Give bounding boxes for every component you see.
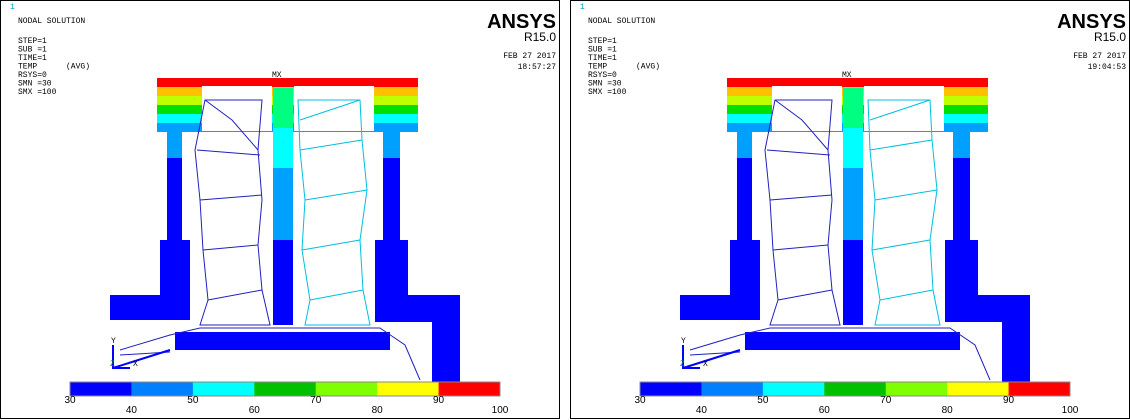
legend-label: 30 (64, 395, 76, 406)
column (843, 88, 863, 128)
legend-label: 50 (187, 395, 199, 406)
frame-number: 1 (10, 3, 15, 12)
plot-title: NODAL SOLUTION (588, 17, 655, 26)
legend-band (377, 382, 439, 396)
solid (383, 130, 400, 158)
legend-label: 50 (757, 395, 769, 406)
date: FEB 27 2017 (503, 52, 556, 61)
column (273, 128, 293, 168)
legend-label: 60 (249, 405, 261, 416)
legend-band (439, 382, 501, 396)
legend-label: 70 (880, 395, 892, 406)
legend-label: 100 (492, 405, 509, 416)
legend-label: 40 (696, 405, 708, 416)
legend-label: 90 (1003, 395, 1015, 406)
legend-band (886, 382, 948, 396)
legend-band (947, 382, 1009, 396)
info-line: SMX =100 (588, 88, 627, 97)
version: R15.0 (1094, 30, 1126, 44)
legend-band (824, 382, 886, 396)
column (273, 168, 293, 240)
cap-band (727, 78, 988, 87)
axis-label: Z (680, 360, 685, 369)
version: R15.0 (524, 30, 556, 44)
cap-band (157, 78, 418, 87)
solid (167, 130, 182, 158)
plate (175, 332, 390, 350)
plot-title: NODAL SOLUTION (18, 17, 85, 26)
clock: 19:04:53 (1088, 63, 1127, 72)
legend-band (640, 382, 702, 396)
solid (737, 130, 752, 158)
column (273, 88, 293, 128)
axis-label: Z (110, 360, 115, 369)
legend-label: 80 (942, 405, 954, 416)
legend-band (1009, 382, 1071, 396)
axis-label: X (133, 360, 138, 369)
legend-label: 80 (372, 405, 384, 416)
legend-label: 30 (634, 395, 646, 406)
legend-label: 40 (126, 405, 138, 416)
legend-label: 90 (433, 395, 445, 406)
legend-band (131, 382, 193, 396)
legend-label: 70 (310, 395, 322, 406)
frame-number: 1 (580, 3, 585, 12)
column (273, 240, 293, 325)
legend-band (70, 382, 132, 396)
clock: 18:57:27 (518, 63, 557, 72)
legend-band (763, 382, 825, 396)
plate (745, 332, 960, 350)
column (843, 168, 863, 240)
column (843, 128, 863, 168)
legend-band (254, 382, 316, 396)
axis-label: X (703, 360, 708, 369)
column (843, 240, 863, 325)
legend-band (701, 382, 763, 396)
max-marker: MX (272, 71, 282, 80)
legend-band (316, 382, 378, 396)
solid (953, 130, 970, 158)
legend-band (193, 382, 255, 396)
info-line: SMX =100 (18, 88, 57, 97)
legend-label: 100 (1062, 405, 1079, 416)
date: FEB 27 2017 (1073, 52, 1126, 61)
axis-label: Y (681, 337, 686, 346)
legend-label: 60 (819, 405, 831, 416)
screenshot: 1NODAL SOLUTIONSTEP=1SUB =1TIME=1TEMP (A… (0, 0, 1130, 420)
max-marker: MX (842, 71, 852, 80)
axis-label: Y (111, 337, 116, 346)
